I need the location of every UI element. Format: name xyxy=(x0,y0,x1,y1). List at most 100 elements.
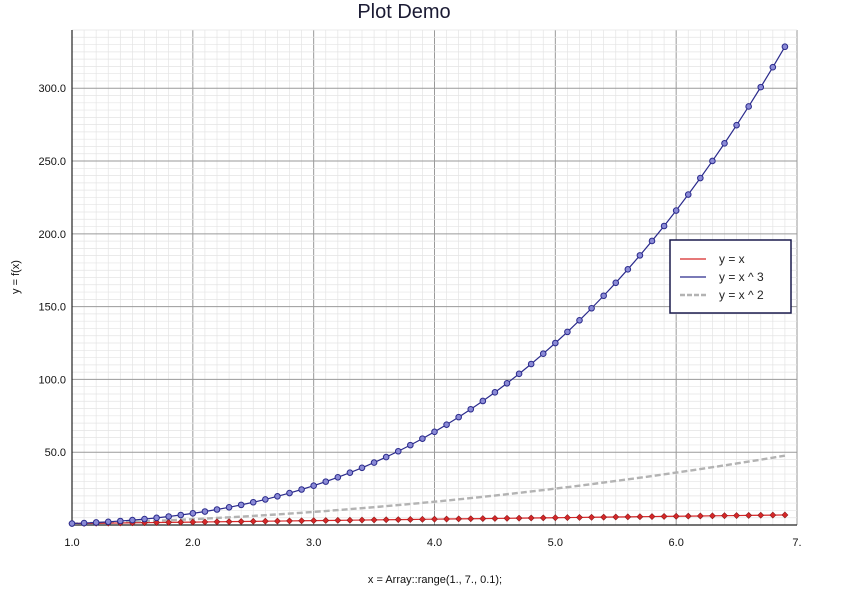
data-point xyxy=(467,405,475,413)
data-point xyxy=(406,516,414,523)
data-point xyxy=(684,512,692,520)
data-point xyxy=(92,519,100,526)
legend-entry: y = x xyxy=(719,252,745,266)
data-point xyxy=(225,503,233,511)
data-point xyxy=(576,514,583,521)
data-point xyxy=(298,486,305,493)
data-point xyxy=(539,350,547,358)
data-point xyxy=(431,515,438,523)
data-point xyxy=(189,510,197,517)
data-point xyxy=(600,513,608,521)
data-point xyxy=(394,447,402,455)
data-point xyxy=(358,464,366,472)
data-point xyxy=(491,515,499,522)
x-axis-label: x = Array::range(1., 7., 0.1); xyxy=(368,574,502,586)
data-point xyxy=(757,83,765,91)
data-point xyxy=(539,514,547,522)
x-tick-label: 6.0 xyxy=(669,537,684,549)
data-point xyxy=(781,511,789,519)
x-tick-label: 5.0 xyxy=(548,537,563,549)
data-point xyxy=(394,516,402,524)
data-point xyxy=(503,514,511,522)
series-line xyxy=(71,454,786,525)
data-point xyxy=(612,513,620,521)
data-point xyxy=(80,519,88,527)
data-point xyxy=(286,489,293,497)
data-point xyxy=(249,517,257,525)
data-point xyxy=(551,514,559,522)
data-point xyxy=(455,413,462,421)
data-point xyxy=(636,252,644,259)
y-tick-label: 250.0 xyxy=(38,156,66,168)
data-point xyxy=(648,513,656,520)
data-point xyxy=(286,517,293,525)
legend-entry: y = x ^ 2 xyxy=(719,288,764,302)
x-tick-label: 7. xyxy=(792,537,801,549)
series-layer xyxy=(68,43,789,527)
data-point xyxy=(419,435,426,442)
y-tick-label: 200.0 xyxy=(38,229,66,241)
data-point xyxy=(346,516,354,524)
data-point xyxy=(672,512,680,520)
data-point xyxy=(141,515,148,523)
data-point xyxy=(769,63,777,71)
data-point xyxy=(129,516,136,524)
y-tick-label: 150.0 xyxy=(38,302,66,314)
data-point xyxy=(491,389,499,396)
chart-title: Plot Demo xyxy=(357,1,450,23)
data-point xyxy=(757,511,765,519)
series-2 xyxy=(71,454,786,525)
data-point xyxy=(479,515,487,523)
data-point xyxy=(418,515,426,523)
data-point xyxy=(310,482,317,489)
data-point xyxy=(68,520,76,527)
y-tick-label: 50.0 xyxy=(45,447,66,459)
data-point xyxy=(467,515,475,523)
data-point xyxy=(588,304,595,312)
data-point xyxy=(672,207,680,214)
data-point xyxy=(201,508,209,515)
data-point xyxy=(576,316,583,324)
data-point xyxy=(213,506,221,513)
data-point xyxy=(104,518,112,526)
data-point xyxy=(781,43,789,51)
data-point xyxy=(455,515,463,523)
data-point xyxy=(624,513,632,521)
y-tick-label: 300.0 xyxy=(38,83,66,95)
data-point xyxy=(745,511,753,519)
data-point xyxy=(684,191,692,198)
data-point xyxy=(708,512,716,520)
x-tick-label: 2.0 xyxy=(185,537,200,549)
data-point xyxy=(274,493,281,500)
data-point xyxy=(515,370,523,378)
data-point xyxy=(527,514,535,522)
data-point xyxy=(189,518,197,526)
data-point xyxy=(721,140,728,147)
data-point xyxy=(322,478,330,485)
data-point xyxy=(733,512,741,519)
data-point xyxy=(177,511,185,519)
data-point xyxy=(273,517,281,525)
data-point xyxy=(503,379,511,387)
x-tick-label: 3.0 xyxy=(306,537,321,549)
data-point xyxy=(382,453,390,461)
y-tick-label: 100.0 xyxy=(38,374,66,386)
data-point xyxy=(334,473,342,481)
data-point xyxy=(600,292,607,300)
data-point xyxy=(201,518,209,526)
data-point xyxy=(721,512,728,520)
data-point xyxy=(443,421,450,428)
data-point xyxy=(249,498,257,506)
data-point xyxy=(213,518,221,526)
data-point xyxy=(117,517,124,525)
data-point xyxy=(552,339,559,347)
legend: y = x y = x ^ 3 y = x ^ 2 xyxy=(669,239,792,314)
series-1 xyxy=(68,43,789,527)
data-point xyxy=(515,514,523,522)
data-point xyxy=(346,469,354,476)
y-axis-label: y = f(x) xyxy=(10,260,22,294)
data-point xyxy=(237,518,245,525)
data-point xyxy=(660,512,668,520)
data-point xyxy=(479,397,487,405)
data-point xyxy=(563,514,571,521)
